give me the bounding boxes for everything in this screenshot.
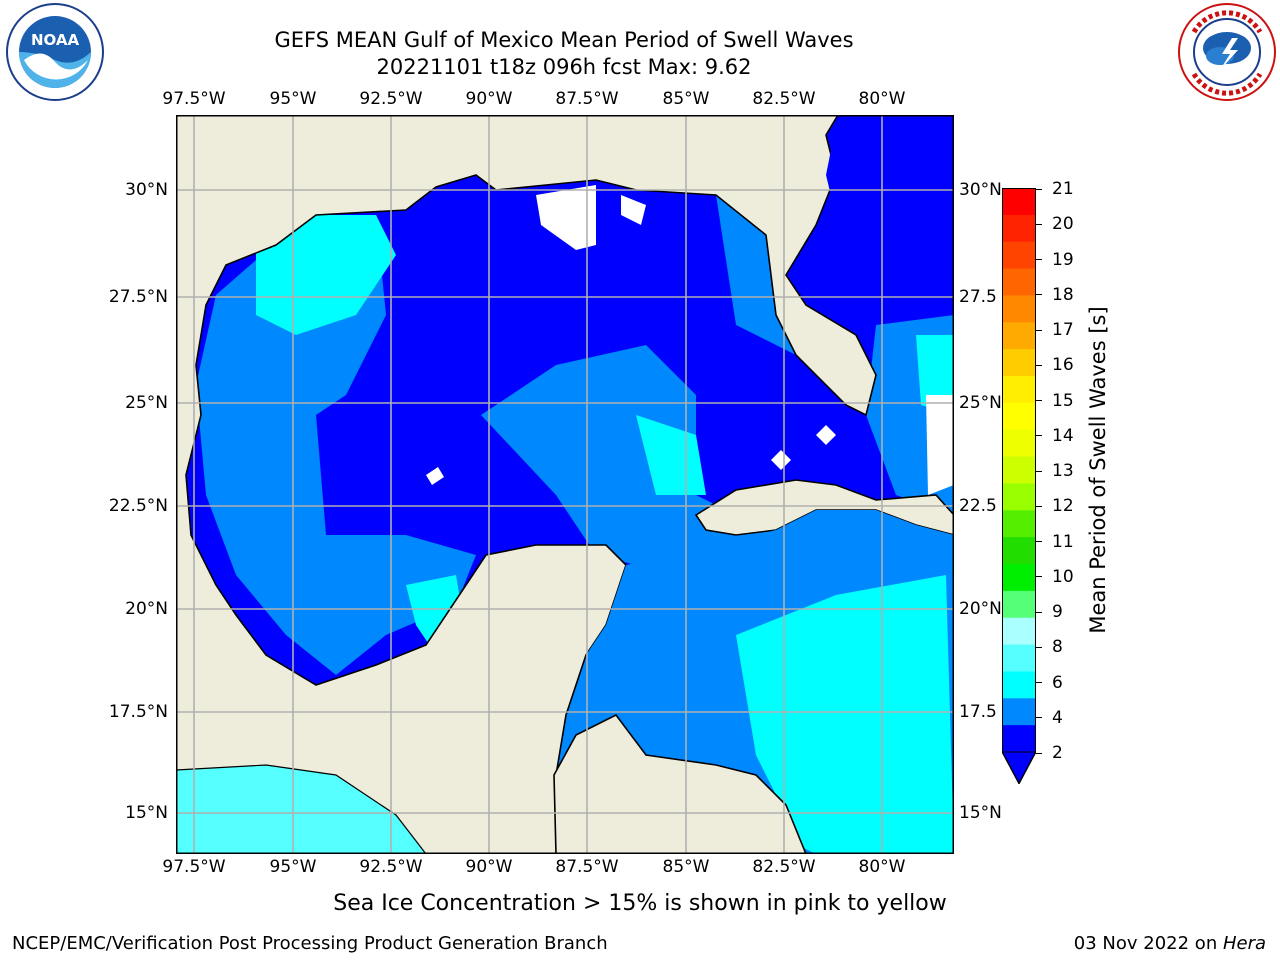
colorbar-segment (1002, 564, 1036, 592)
colorbar-ticks: 21 20 19 18 17 16 15 14 13 12 11 10 9 8 6 4 2 (1036, 179, 1086, 780)
lon-tick-top: 80°W (858, 89, 906, 109)
colorbar-segment (1002, 402, 1036, 431)
colorbar-segment (1002, 295, 1036, 323)
colorbar-tick: 13 (1036, 461, 1074, 481)
lat-tick-right: 15°N (959, 803, 1002, 823)
lon-tick-bottom: 90°W (465, 857, 513, 877)
lat-tick-right: 25°N (959, 393, 1002, 413)
colorbar-tick: 8 (1036, 637, 1063, 657)
lon-tick-bottom: 82.5°W (752, 857, 816, 877)
colorbar-tick: 6 (1036, 673, 1063, 693)
colorbar-segment (1002, 376, 1036, 404)
lat-tick-right: 27.5 (959, 287, 997, 307)
colorbar-tick: 16 (1036, 355, 1074, 375)
footer-date: 03 Nov 2022 on Hera (1074, 933, 1266, 954)
colorbar-segment (1002, 590, 1036, 619)
sea-ice-note: Sea Ice Concentration > 15% is shown in … (0, 891, 1280, 916)
sea-ice-note-text: Sea Ice Concentration > 15% is shown in … (333, 891, 947, 916)
colorbar-segment (1002, 429, 1036, 458)
lat-tick-right: 22.5 (959, 496, 997, 516)
lat-tick-left: 25°N (125, 393, 168, 413)
colorbar-segment (1002, 456, 1036, 484)
colorbar-tick: 14 (1036, 426, 1074, 446)
colorbar-segment (1002, 671, 1036, 699)
colorbar-tick: 19 (1036, 250, 1074, 270)
lon-tick-bottom: 85°W (662, 857, 710, 877)
lon-tick-bottom: 92.5°W (359, 857, 423, 877)
lon-tick-bottom: 87.5°W (555, 857, 619, 877)
colorbar-segment (1002, 268, 1036, 296)
colorbar-segment (1002, 725, 1036, 753)
colorbar-outline (1002, 188, 1036, 785)
lon-tick-top: 82.5°W (752, 89, 816, 109)
colorbar-segment (1002, 241, 1036, 270)
nws-logo-icon (1176, 2, 1278, 102)
lon-tick-bottom: 97.5°W (162, 857, 226, 877)
footer-date-text: 03 Nov 2022 on (1073, 933, 1223, 954)
lat-tick-left: 20°N (125, 599, 168, 619)
lat-tick-left: 22.5°N (108, 496, 168, 516)
footer-host: Hera (1222, 933, 1266, 954)
colorbar (1001, 188, 1037, 786)
lon-tick-bottom: 80°W (858, 857, 906, 877)
lat-tick-right: 17.5 (959, 702, 997, 722)
colorbar-segment (1002, 214, 1036, 243)
noaa-logo-icon: NOAA (4, 2, 106, 102)
colorbar-tick: 9 (1036, 602, 1063, 622)
colorbar-extend-arrow (1001, 751, 1037, 786)
lat-tick-left: 30°N (125, 180, 168, 200)
colorbar-segment (1002, 188, 1036, 216)
colorbar-tick: 18 (1036, 285, 1074, 305)
caribbean-swell (736, 575, 954, 854)
lat-tick-left: 27.5°N (108, 287, 168, 307)
lon-tick-top: 95°W (269, 89, 317, 109)
lat-tick-right: 20°N (959, 599, 1002, 619)
colorbar-tick: 10 (1036, 567, 1074, 587)
colorbar-segment (1002, 537, 1036, 565)
colorbar-segment (1002, 483, 1036, 511)
colorbar-tick: 15 (1036, 391, 1074, 411)
map-panel (175, 114, 955, 855)
lat-tick-left: 17.5°N (108, 702, 168, 722)
lon-tick-top: 85°W (662, 89, 710, 109)
colorbar-tick: 21 (1036, 179, 1074, 199)
colorbar-label: Mean Period of Swell Waves [s] (1086, 306, 1110, 634)
colorbar-tick: 20 (1036, 214, 1074, 234)
colorbar-segment (1002, 644, 1036, 672)
lat-tick-right: 30°N (959, 180, 1002, 200)
colorbar-segment (1002, 617, 1036, 646)
graticule (176, 115, 954, 854)
colorbar-tick: 17 (1036, 320, 1074, 340)
lon-tick-top: 92.5°W (359, 89, 423, 109)
chart-subtitle: 20221101 t18z 096h fcst Max: 9.62 (376, 55, 752, 79)
colorbar-segment (1002, 510, 1036, 538)
lon-tick-bottom: 95°W (269, 857, 317, 877)
lon-tick-top: 90°W (465, 89, 513, 109)
colorbar-segment (1002, 322, 1036, 350)
colorbar-segment (1002, 698, 1036, 726)
footer-credit: NCEP/EMC/Verification Post Processing Pr… (12, 933, 608, 954)
colorbar-tick: 2 (1036, 743, 1063, 763)
lat-tick-left: 15°N (125, 803, 168, 823)
map-frame (176, 115, 954, 854)
chart-title: GEFS MEAN Gulf of Mexico Mean Period of … (274, 28, 854, 52)
colorbar-tick: 4 (1036, 708, 1063, 728)
lon-tick-top: 87.5°W (555, 89, 619, 109)
colorbar-tick: 12 (1036, 496, 1074, 516)
colorbar-tick: 11 (1036, 532, 1074, 552)
colorbar-segment (1002, 349, 1036, 377)
lon-tick-top: 97.5°W (162, 89, 226, 109)
noaa-logo-text: NOAA (31, 31, 80, 49)
